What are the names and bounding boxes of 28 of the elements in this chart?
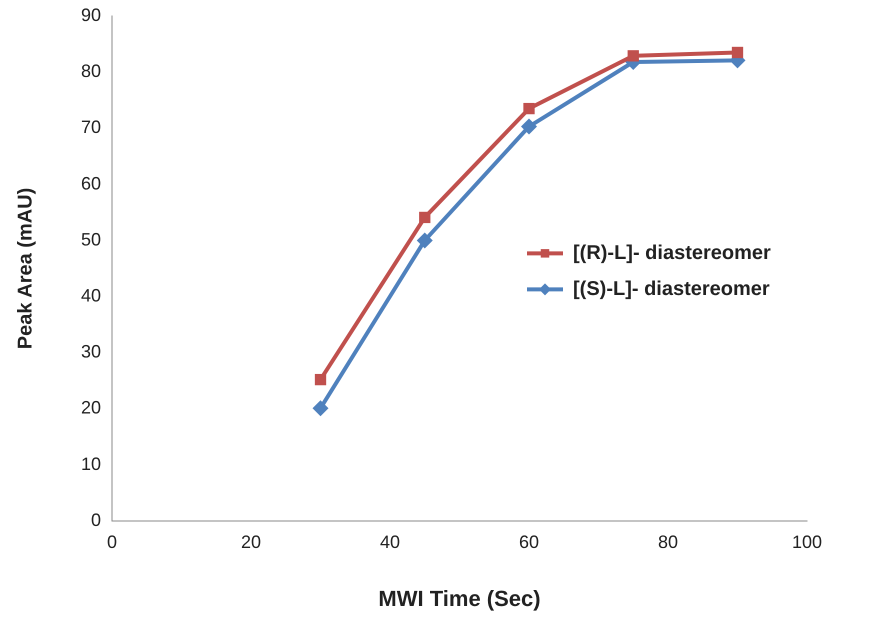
y-tick-label: 80 (80, 61, 102, 82)
x-tick-label: 60 (518, 532, 540, 552)
legend-label: [(S)-L]- diastereomer (573, 278, 770, 300)
y-tick-label: 40 (80, 286, 102, 306)
point (419, 212, 430, 224)
x-tick-label: 20 (241, 532, 262, 552)
y-tick-label: 20 (80, 398, 102, 418)
point (732, 46, 744, 58)
y-tick-label: 70 (80, 117, 102, 138)
y-axis-title: Peak Area (mAU) (14, 188, 37, 350)
point (314, 374, 326, 386)
point (416, 232, 433, 248)
y-tick-label: 60 (80, 173, 102, 194)
y-tick-label: 30 (80, 342, 102, 362)
y-tick-label: 90 (80, 4, 102, 25)
y-tick-label: 50 (80, 229, 102, 250)
x-tick-label: 100 (792, 532, 822, 552)
point (312, 400, 329, 416)
point (521, 118, 538, 135)
x-axis-title: MWI Time (Sec) (378, 586, 541, 611)
y-tick-label: 10 (80, 454, 102, 474)
x-tick-label: 80 (658, 532, 678, 552)
x-tick-label: 40 (380, 532, 400, 552)
y-tick-label: 0 (91, 510, 102, 530)
point (628, 50, 639, 62)
point (523, 102, 535, 114)
legend-label: [(R)-L]- diastereomer (573, 242, 772, 264)
x-tick-label: 0 (107, 532, 118, 552)
